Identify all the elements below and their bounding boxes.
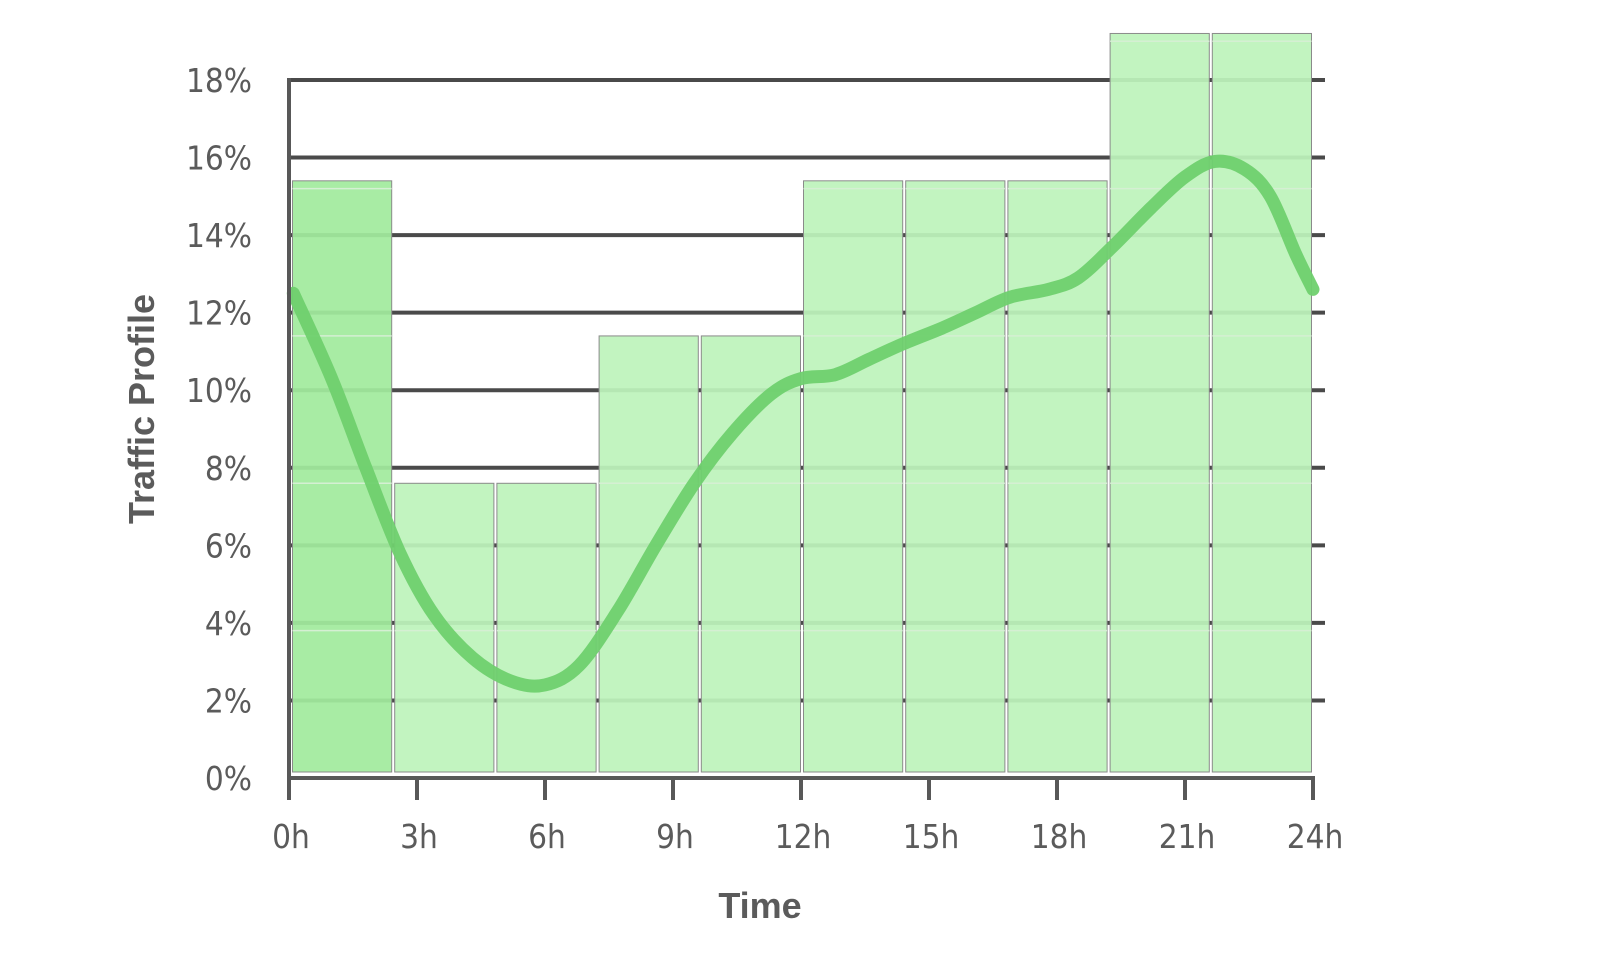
x-axis-title: Time [718,885,801,926]
y-tick-label-1: 2% [205,681,252,720]
y-tick-label-3: 6% [205,526,252,565]
y-tick-label-9: 18% [186,61,252,100]
y-tick-label-7: 14% [186,216,252,255]
bar-9 [1211,32,1313,773]
bar-5 [803,180,904,773]
bar-4 [700,335,801,773]
bar-6 [905,180,1006,773]
bar-0 [292,180,393,773]
bar-7 [1007,180,1108,773]
y-tick-label-2: 4% [205,604,252,643]
traffic-curve [286,154,1320,693]
y-axis-title: Traffic Profile [121,294,162,524]
axes [287,78,1315,800]
x-tick-labels: 0h 3h 6h 9h 12h 15h 18h 21h 24h [272,817,1343,856]
bars [292,32,1313,773]
x-tick-label-2: 6h [528,817,566,856]
x-tick-label-3: 9h [656,817,694,856]
y-tick-labels: 0% 2% 4% 6% 8% 10% 12% 14% 16% 18% [186,61,252,798]
x-tick-label-7: 21h [1159,817,1216,856]
x-tick-label-5: 15h [903,817,960,856]
x-tick-label-1: 3h [400,817,438,856]
x-tick-label-0: 0h [272,817,310,856]
x-tick-label-6: 18h [1031,817,1088,856]
y-tick-label-8: 16% [186,139,252,178]
y-tick-label-0: 0% [205,759,252,798]
y-tick-label-4: 8% [205,449,252,488]
x-tick-label-8: 24h [1287,817,1344,856]
traffic-curve-layer [286,154,1320,693]
bar-8 [1109,32,1210,773]
y-tick-label-5: 10% [186,371,252,410]
bar-2 [496,482,597,773]
y-tick-label-6: 12% [186,294,252,333]
x-tick-label-4: 12h [775,817,832,856]
